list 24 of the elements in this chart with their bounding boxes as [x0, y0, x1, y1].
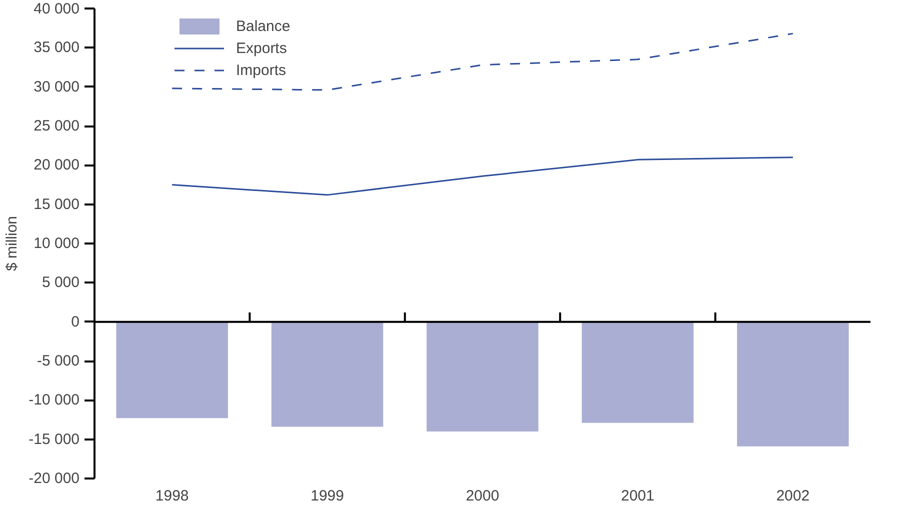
y-tick-label: 20 000	[34, 156, 80, 174]
x-tick-label: 1999	[310, 488, 344, 504]
x-tick-label: 2001	[621, 488, 654, 504]
x-tick-label: 2002	[776, 488, 810, 504]
y-tick-label: 5 000	[42, 274, 80, 292]
legend-label: Balance	[236, 18, 290, 34]
y-tick-label: 0	[71, 313, 80, 330]
x-tick-label: 2000	[466, 488, 500, 504]
legend-label: Exports	[236, 40, 287, 56]
legend-label: Imports	[236, 62, 286, 78]
y-tick-label: 35 000	[34, 39, 80, 56]
line-series	[171, 32, 794, 91]
y-tick-label: 10 000	[34, 235, 80, 252]
y-tick-label: -15 000	[28, 430, 80, 448]
y-tick-label: -10 000	[28, 392, 80, 409]
y-axis-title: $ million	[4, 216, 21, 272]
y-tick-label: 40 000	[34, 0, 80, 18]
line-series	[171, 156, 794, 196]
y-tick-label: 25 000	[34, 118, 80, 134]
y-tick-label: -5 000	[36, 352, 80, 370]
x-tick-label: 1998	[155, 488, 189, 504]
y-tick-label: -20 000	[28, 470, 80, 487]
y-tick-label: 30 000	[34, 78, 80, 96]
y-tick-label: 15 000	[34, 196, 80, 213]
